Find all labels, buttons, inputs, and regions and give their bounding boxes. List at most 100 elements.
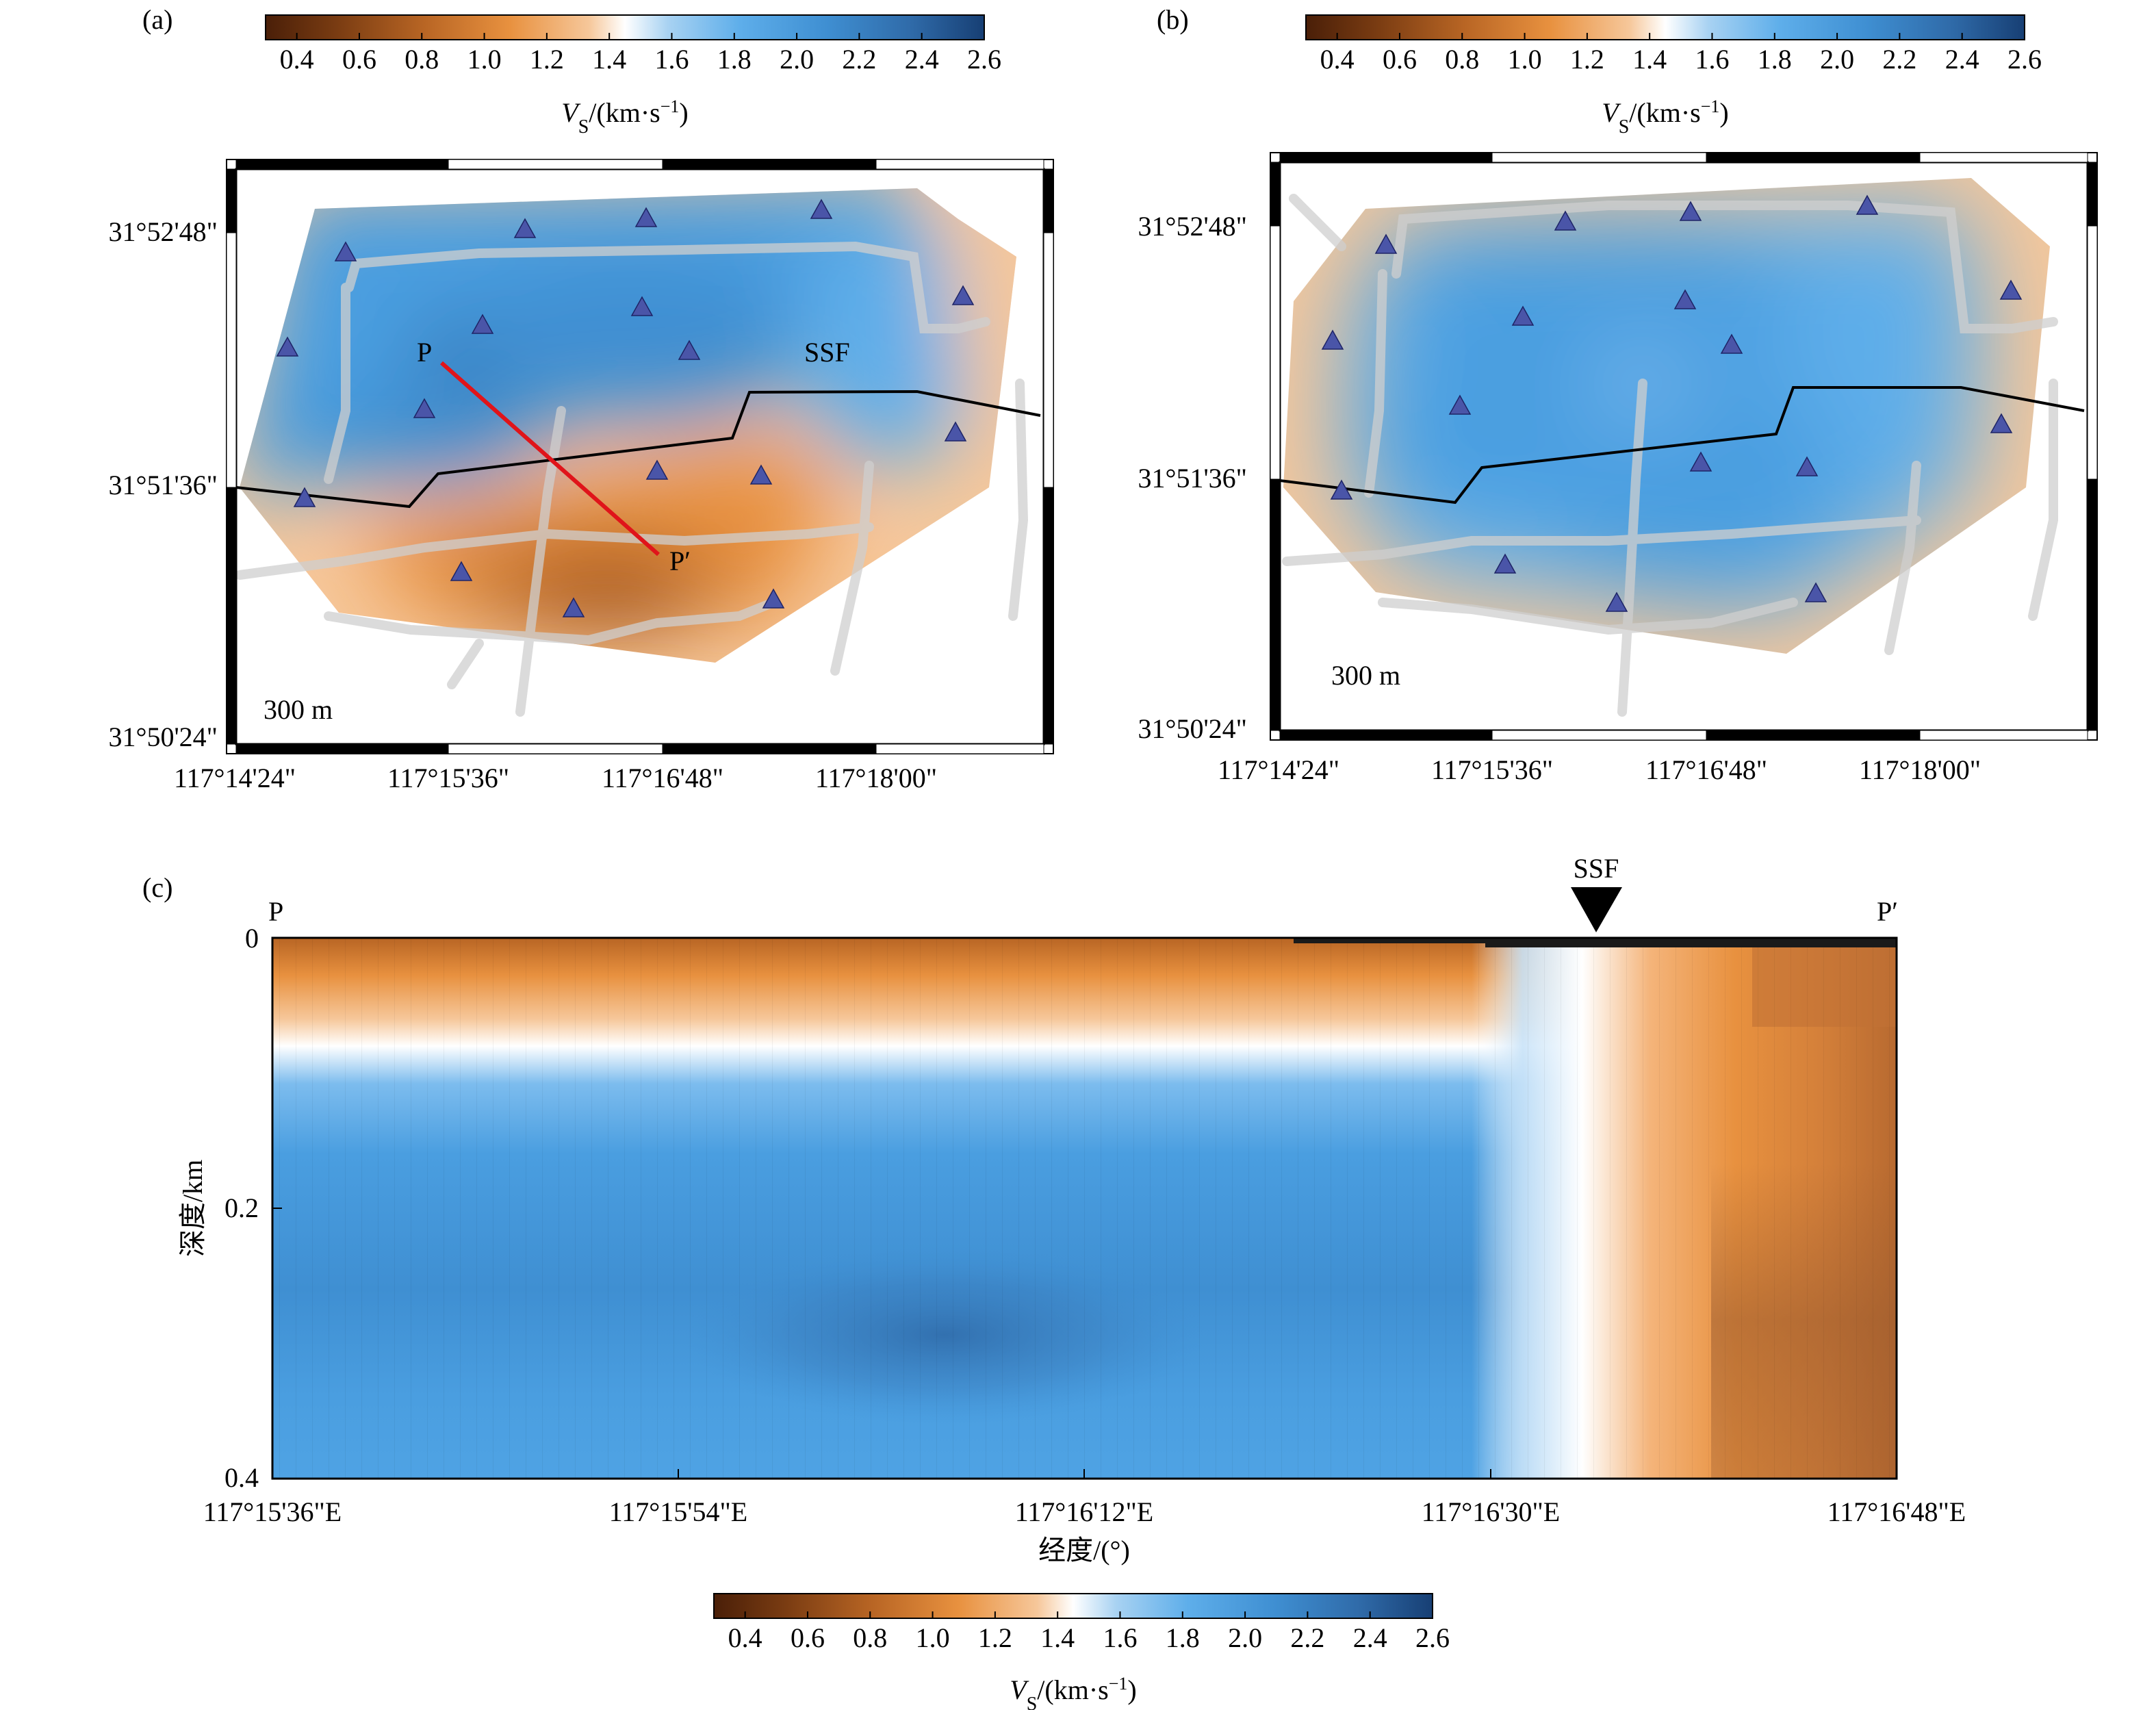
section-ticks — [272, 937, 1897, 1479]
lon-tick-a-1: 117°14'24" — [174, 763, 296, 793]
section-right-label: P′ — [1877, 896, 1898, 927]
station-triangle-icon — [1554, 210, 1577, 231]
frame-segment — [1279, 730, 1493, 741]
colorbar-tick-label: 2.4 — [1353, 1622, 1387, 1653]
station-triangle-icon — [749, 464, 773, 485]
station-triangle-icon — [450, 561, 473, 581]
panel-c: (c) P P′ SSF 0 0.2 0.4 深度/km 117°15'36"E… — [142, 853, 1966, 1710]
section-left-label: P — [268, 896, 283, 927]
colorbar-tick-label: 2.4 — [905, 44, 939, 75]
colorbar-tick-label: 2.6 — [1415, 1622, 1450, 1653]
colorbar-tick-label: 0.4 — [280, 44, 314, 75]
frame-segment — [2087, 478, 2098, 731]
station-triangle-icon — [1448, 394, 1472, 415]
colorbar-tick-label: 1.2 — [1570, 44, 1604, 75]
station-triangle-icon — [293, 487, 316, 507]
station-triangle-icon — [1679, 201, 1702, 221]
lon-tick-c-2: 117°15'54"E — [609, 1496, 747, 1527]
frame-segment — [1270, 162, 1281, 227]
station-triangle-icon — [334, 241, 357, 261]
frame-b — [1270, 152, 2098, 741]
profile-start-label-a: P — [417, 337, 432, 368]
colorbar-tick-label: 1.6 — [1695, 44, 1729, 75]
colorbar-tick-label: 1.0 — [467, 44, 502, 75]
frame-segment — [1279, 152, 1493, 163]
colorbar-tick-label: 2.6 — [2007, 44, 2042, 75]
station-triangle-icon — [1990, 413, 2013, 433]
frame-segment — [1919, 152, 2088, 163]
lon-tick-b-4: 117°18'00" — [1859, 754, 1981, 785]
velocity-field-a — [240, 188, 1016, 663]
stations-b — [1321, 194, 2023, 612]
colorbar-tick-label: 0.8 — [853, 1622, 887, 1653]
colorbar-tick-label: 1.8 — [1166, 1622, 1200, 1653]
frame-segment — [1270, 478, 1281, 731]
station-triangle-icon — [1689, 451, 1712, 472]
colorbar-tick-label: 2.2 — [1290, 1622, 1324, 1653]
station-triangle-icon — [413, 398, 436, 418]
colorbar-b-ticks: 0.4 0.6 0.8 1.0 1.2 1.4 1.6 1.8 2.0 2.2 2.4 2.6 — [1320, 33, 2042, 75]
lat-tick-b-1: 31°52'48" — [1138, 211, 1247, 242]
colorbar-tick-label: 2.6 — [967, 44, 1001, 75]
colorbar-tick-label: 1.0 — [916, 1622, 950, 1653]
lon-tick-c-4: 117°16'30"E — [1422, 1496, 1560, 1527]
station-triangle-icon — [645, 459, 669, 480]
frame-segment — [1706, 730, 1921, 741]
colorbar-tick-label: 0.6 — [1383, 44, 1417, 75]
depth-tick-0: 0 — [245, 923, 259, 954]
map-b: 300 m — [1280, 178, 2085, 717]
station-triangle-icon — [678, 340, 701, 360]
frame-segment — [235, 743, 449, 754]
lon-tick-b-3: 117°16'48" — [1645, 754, 1767, 785]
colorbar-tick-label: 2.4 — [1945, 44, 1979, 75]
section-ylabel: 深度/km — [177, 1160, 208, 1257]
lon-tick-b-2: 117°15'36" — [1431, 754, 1553, 785]
colorbar-c: 0.4 0.6 0.8 1.0 1.2 1.4 1.6 1.8 2.0 2.2 2.4 2.6 VS/… — [713, 1593, 1450, 1710]
frame-segment — [1043, 487, 1054, 745]
lat-tick-b-3: 31°50'24" — [1138, 713, 1247, 744]
cross-section — [271, 936, 1898, 1480]
frame-segment — [1043, 232, 1054, 488]
colorbar-a: 0.4 0.6 0.8 1.0 1.2 1.4 1.6 1.8 2.0 2.2 2.4 2.6 VS/… — [265, 14, 1001, 138]
frame-segment — [2087, 162, 2098, 227]
frame-segment — [1491, 152, 1707, 163]
lat-tick-a-3: 31°50'24" — [108, 722, 218, 752]
scale-label-b: 300 m — [1331, 660, 1400, 691]
station-triangle-icon — [944, 421, 967, 442]
frame-segment — [1043, 168, 1054, 233]
depth-tick-02: 0.2 — [224, 1192, 259, 1223]
colorbar-tick-label: 1.4 — [592, 44, 626, 75]
colorbar-tick-label: 1.2 — [530, 44, 564, 75]
lat-tick-b-2: 31°51'36" — [1138, 463, 1247, 494]
frame-segment — [1919, 730, 2088, 741]
colorbar-tick-label: 0.8 — [1445, 44, 1479, 75]
colorbar-tick-label: 0.4 — [1320, 44, 1355, 75]
colorbar-tick-label: 1.4 — [1632, 44, 1667, 75]
colorbar-c-gradient — [713, 1593, 1433, 1619]
station-triangle-icon — [1605, 591, 1628, 612]
profile-line-pp — [440, 361, 660, 557]
station-triangle-icon — [1321, 329, 1344, 350]
colorbar-tick-label: 2.0 — [1228, 1622, 1262, 1653]
frame-segment — [875, 743, 1044, 754]
frame-segment — [1491, 730, 1707, 741]
lon-tick-c-5: 117°16'48"E — [1827, 1496, 1966, 1527]
frame-segment — [235, 159, 449, 170]
fault-line-b — [1280, 386, 2085, 505]
colorbar-tick-label: 1.2 — [978, 1622, 1012, 1653]
lon-tick-a-2: 117°15'36" — [387, 763, 509, 793]
lon-tick-a-4: 117°18'00" — [815, 763, 937, 793]
lon-tick-c-1: 117°15'36"E — [203, 1496, 342, 1527]
panel-a: (a) 0.4 0.6 0.8 1.0 1.2 1.4 1.6 1.8 2.0 2.2 2.4 2.6… — [108, 4, 1054, 793]
colorbar-tick-label: 2.0 — [1820, 44, 1854, 75]
fault-marker-icon — [1571, 887, 1622, 932]
colorbar-tick-label: 0.8 — [405, 44, 439, 75]
colorbar-b-label: VS/(km·s−1) — [1602, 97, 1728, 138]
station-triangle-icon — [562, 597, 585, 617]
station-triangle-icon — [630, 296, 654, 316]
depth-tick-04: 0.4 — [224, 1462, 259, 1493]
colorbar-a-gradient — [265, 14, 985, 40]
colorbar-c-label: VS/(km·s−1) — [1010, 1674, 1136, 1710]
station-triangle-icon — [634, 207, 658, 227]
colorbar-tick-label: 2.0 — [780, 44, 814, 75]
